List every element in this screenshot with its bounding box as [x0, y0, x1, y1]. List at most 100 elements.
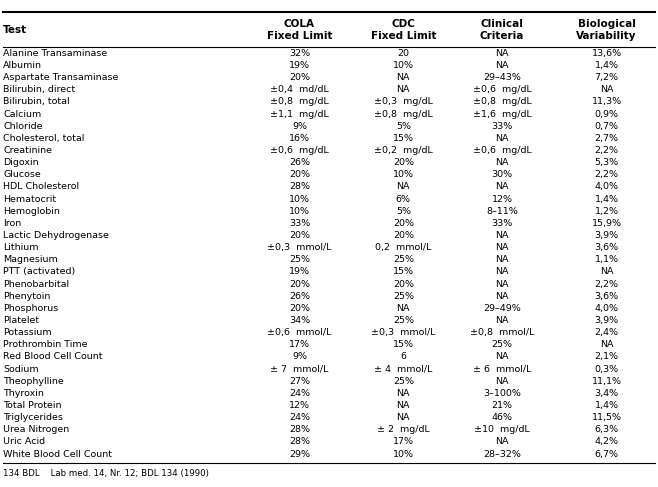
Text: 17%: 17% — [289, 340, 310, 349]
Text: 15,9%: 15,9% — [592, 219, 622, 228]
Text: Bilirubin, total: Bilirubin, total — [3, 97, 70, 106]
Text: ±0,6  mmol/L: ±0,6 mmol/L — [267, 328, 332, 337]
Text: NA: NA — [397, 401, 410, 410]
Text: Creatinine: Creatinine — [3, 146, 52, 155]
Text: Uric Acid: Uric Acid — [3, 437, 45, 447]
Text: 134 BDL    Lab med. 14, Nr. 12; BDL 134 (1990): 134 BDL Lab med. 14, Nr. 12; BDL 134 (19… — [3, 469, 209, 478]
Text: 9%: 9% — [292, 353, 307, 361]
Text: Phenytoin: Phenytoin — [3, 292, 51, 301]
Text: 1,2%: 1,2% — [595, 206, 619, 216]
Text: 2,1%: 2,1% — [595, 353, 619, 361]
Text: 25%: 25% — [393, 255, 414, 264]
Text: 3,6%: 3,6% — [595, 243, 619, 252]
Text: ±0,3  mmol/L: ±0,3 mmol/L — [267, 243, 332, 252]
Text: Digoxin: Digoxin — [3, 158, 39, 167]
Text: 26%: 26% — [289, 292, 310, 301]
Text: Potassium: Potassium — [3, 328, 52, 337]
Text: ±1,1  mg/dL: ±1,1 mg/dL — [270, 110, 329, 118]
Text: 2,2%: 2,2% — [595, 280, 619, 289]
Text: Magnesium: Magnesium — [3, 255, 58, 264]
Text: Lactic Dehydrogenase: Lactic Dehydrogenase — [3, 231, 109, 240]
Text: Glucose: Glucose — [3, 170, 41, 179]
Text: 7,2%: 7,2% — [595, 73, 619, 82]
Text: 15%: 15% — [393, 340, 414, 349]
Text: 25%: 25% — [393, 377, 414, 386]
Text: 20%: 20% — [393, 231, 414, 240]
Text: ±1,6  mg/dL: ±1,6 mg/dL — [472, 110, 532, 118]
Text: NA: NA — [397, 304, 410, 313]
Text: ±0,3  mg/dL: ±0,3 mg/dL — [374, 97, 433, 106]
Text: NA: NA — [600, 340, 613, 349]
Text: NA: NA — [397, 183, 410, 191]
Text: 3,4%: 3,4% — [595, 389, 619, 398]
Text: 15%: 15% — [393, 134, 414, 143]
Text: 2,2%: 2,2% — [595, 146, 619, 155]
Text: 28%: 28% — [289, 425, 310, 434]
Text: Clinical
Criteria: Clinical Criteria — [480, 19, 524, 40]
Text: 28%: 28% — [289, 437, 310, 447]
Text: NA: NA — [495, 61, 509, 70]
Text: Red Blood Cell Count: Red Blood Cell Count — [3, 353, 103, 361]
Text: PTT (activated): PTT (activated) — [3, 267, 76, 277]
Text: 4,2%: 4,2% — [595, 437, 619, 447]
Text: 20: 20 — [397, 49, 409, 58]
Text: 25%: 25% — [393, 316, 414, 325]
Text: 0,3%: 0,3% — [595, 365, 619, 374]
Text: ±0,8  mmol/L: ±0,8 mmol/L — [470, 328, 534, 337]
Text: 25%: 25% — [289, 255, 310, 264]
Text: NA: NA — [600, 267, 613, 277]
Text: Phenobarbital: Phenobarbital — [3, 280, 69, 289]
Text: Hematocrit: Hematocrit — [3, 195, 57, 204]
Text: NA: NA — [495, 353, 509, 361]
Text: 34%: 34% — [289, 316, 310, 325]
Text: NA: NA — [495, 183, 509, 191]
Text: 24%: 24% — [289, 389, 310, 398]
Text: NA: NA — [495, 134, 509, 143]
Text: 0,2  mmol/L: 0,2 mmol/L — [375, 243, 432, 252]
Text: ±0,6  mg/dL: ±0,6 mg/dL — [472, 146, 532, 155]
Text: 0,7%: 0,7% — [595, 122, 619, 131]
Text: 11,5%: 11,5% — [592, 413, 622, 422]
Text: NA: NA — [397, 73, 410, 82]
Text: Alanine Transaminase: Alanine Transaminase — [3, 49, 107, 58]
Text: 29%: 29% — [289, 450, 310, 459]
Text: 3,9%: 3,9% — [595, 316, 619, 325]
Text: 32%: 32% — [289, 49, 310, 58]
Text: Theophylline: Theophylline — [3, 377, 64, 386]
Text: Iron: Iron — [3, 219, 22, 228]
Text: HDL Cholesterol: HDL Cholesterol — [3, 183, 80, 191]
Text: 6,3%: 6,3% — [595, 425, 619, 434]
Text: ±0,6  mg/dL: ±0,6 mg/dL — [270, 146, 329, 155]
Text: 4,0%: 4,0% — [595, 183, 619, 191]
Text: 9%: 9% — [292, 122, 307, 131]
Text: 33%: 33% — [492, 219, 513, 228]
Text: ±0,8  mg/dL: ±0,8 mg/dL — [472, 97, 532, 106]
Text: 1,1%: 1,1% — [595, 255, 619, 264]
Text: 6,7%: 6,7% — [595, 450, 619, 459]
Text: Thyroxin: Thyroxin — [3, 389, 44, 398]
Text: 27%: 27% — [289, 377, 310, 386]
Text: Calcium: Calcium — [3, 110, 41, 118]
Text: 1,4%: 1,4% — [595, 401, 619, 410]
Text: 29–49%: 29–49% — [483, 304, 521, 313]
Text: 19%: 19% — [289, 61, 310, 70]
Text: 10%: 10% — [393, 450, 414, 459]
Text: Test: Test — [3, 25, 28, 35]
Text: ±0,8  mg/dL: ±0,8 mg/dL — [270, 97, 329, 106]
Text: 25%: 25% — [393, 292, 414, 301]
Text: Prothrombin Time: Prothrombin Time — [3, 340, 88, 349]
Text: 11,3%: 11,3% — [592, 97, 622, 106]
Text: NA: NA — [495, 231, 509, 240]
Text: 6%: 6% — [396, 195, 411, 204]
Text: 20%: 20% — [393, 158, 414, 167]
Text: 4,0%: 4,0% — [595, 304, 619, 313]
Text: 28%: 28% — [289, 183, 310, 191]
Text: 21%: 21% — [492, 401, 513, 410]
Text: COLA
Fixed Limit: COLA Fixed Limit — [266, 19, 332, 40]
Text: NA: NA — [495, 292, 509, 301]
Text: NA: NA — [495, 49, 509, 58]
Text: Bilirubin, direct: Bilirubin, direct — [3, 85, 76, 94]
Text: 10%: 10% — [289, 206, 310, 216]
Text: 33%: 33% — [492, 122, 513, 131]
Text: 16%: 16% — [289, 134, 310, 143]
